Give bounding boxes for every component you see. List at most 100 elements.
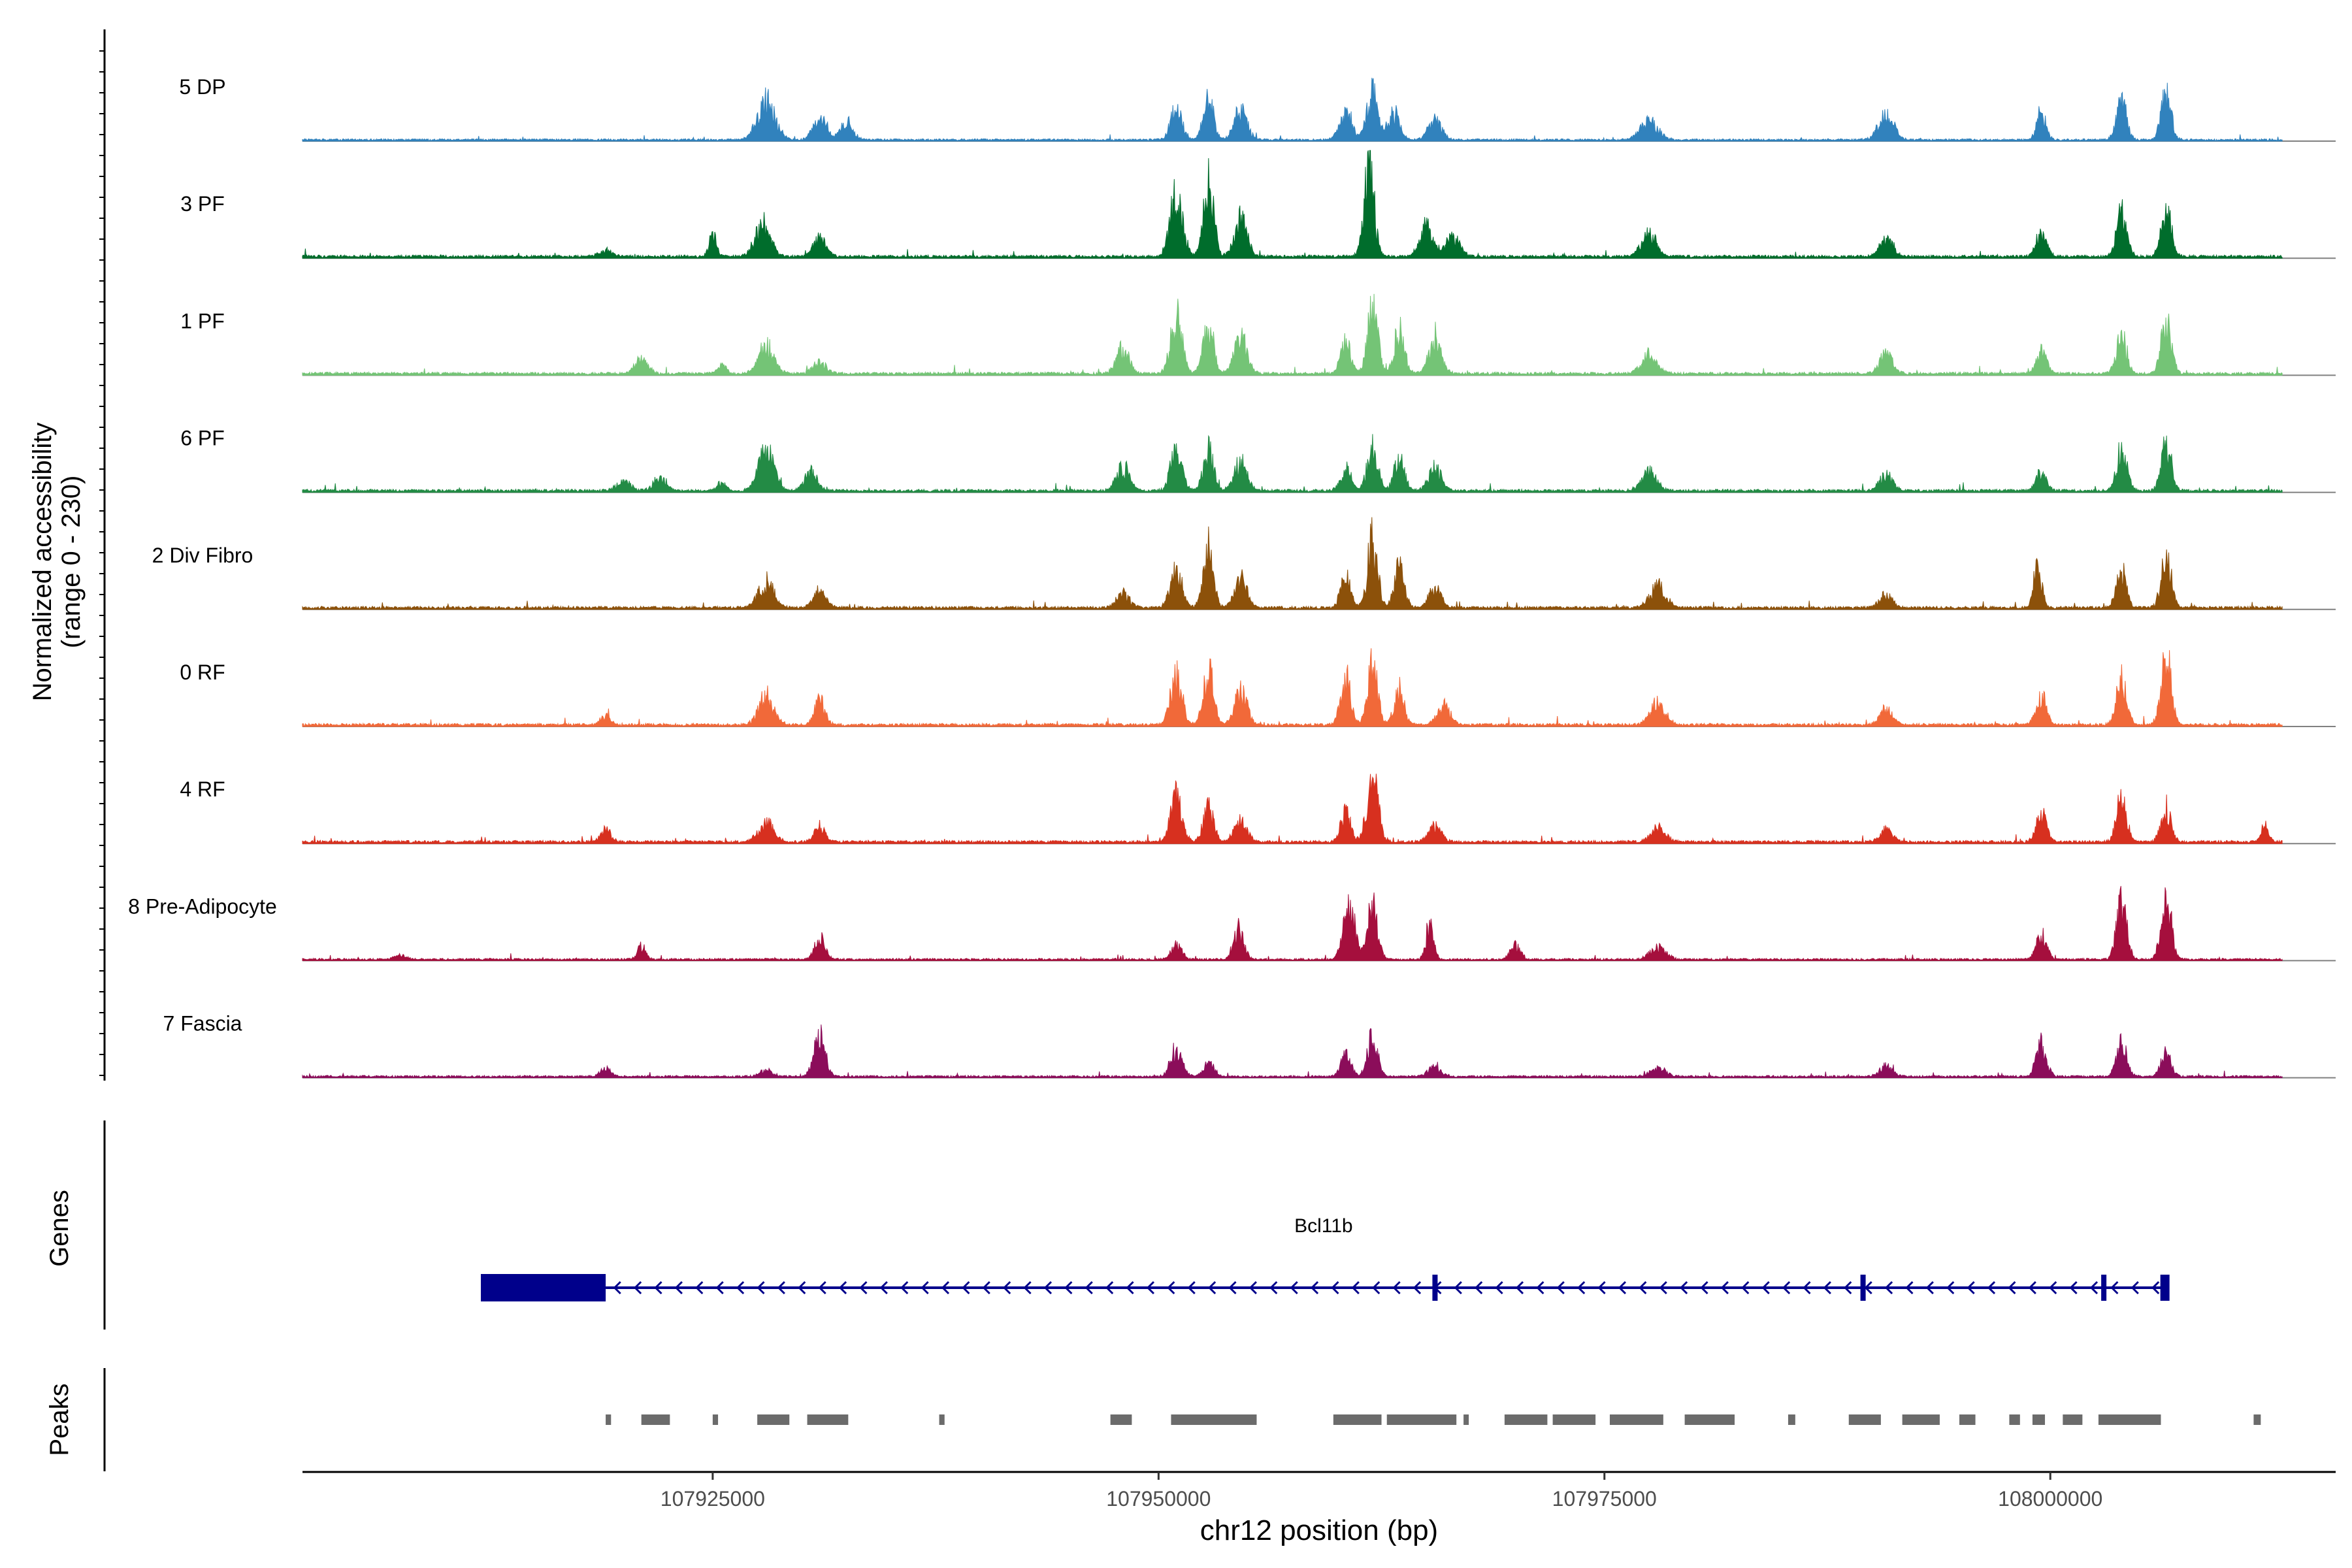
strand-arrow — [1741, 1281, 1750, 1295]
gene-utr-exon — [480, 1274, 606, 1301]
peak-region — [2253, 1414, 2261, 1425]
peak-region — [1171, 1414, 1257, 1425]
strand-arrow — [1680, 1281, 1688, 1295]
track-label: 5 DP — [179, 75, 225, 99]
strand-arrow — [2028, 1281, 2036, 1295]
strand-arrow — [1146, 1281, 1154, 1295]
strand-arrow — [1167, 1281, 1175, 1295]
gene-exon — [1432, 1275, 1438, 1301]
strand-arrow — [1269, 1281, 1278, 1295]
strand-arrow — [1720, 1281, 1729, 1295]
x-axis-title: chr12 position (bp) — [1200, 1514, 1438, 1546]
strand-arrow — [1290, 1281, 1298, 1295]
peak-region — [1552, 1414, 1596, 1425]
gene-model — [480, 1274, 2170, 1301]
strand-arrow — [838, 1281, 847, 1295]
strand-arrow — [654, 1281, 662, 1295]
track-5-dp: 5 DP — [179, 75, 2336, 142]
gene-first-exon — [2160, 1275, 2170, 1301]
strand-arrow — [674, 1281, 683, 1295]
gene-name-label: Bcl11b — [1294, 1215, 1353, 1237]
peak-region — [2009, 1414, 2020, 1425]
coverage-area — [302, 293, 2283, 376]
strand-arrow — [2069, 1281, 2078, 1295]
track-3-pf: 3 PF — [180, 150, 2336, 259]
coverage-area — [302, 517, 2283, 610]
peak-region — [939, 1414, 945, 1425]
strand-arrow — [1003, 1281, 1011, 1295]
peak-region — [1504, 1414, 1548, 1425]
peak-region — [1684, 1414, 1735, 1425]
strand-arrow — [1946, 1281, 1955, 1295]
strand-arrow — [1064, 1281, 1073, 1295]
coverage-area — [302, 886, 2283, 962]
strand-arrow — [1475, 1281, 1483, 1295]
coverage-area — [302, 648, 2283, 727]
peak-region — [1848, 1414, 1881, 1425]
x-axis: 107925000 107950000 107975000 108000000 chr… — [302, 1471, 2336, 1546]
strand-arrow — [1618, 1281, 1627, 1295]
peak-region — [1333, 1414, 1382, 1425]
peak-region — [2032, 1414, 2046, 1425]
strand-arrow — [818, 1281, 826, 1295]
peak-region — [1788, 1414, 1795, 1425]
peak-region — [2098, 1414, 2161, 1425]
peaks-track: Peaks — [45, 1368, 2261, 1471]
strand-arrow — [921, 1281, 929, 1295]
strand-arrow — [1597, 1281, 1606, 1295]
strand-arrow — [1659, 1281, 1667, 1295]
peak-region — [1959, 1414, 1976, 1425]
peak-region — [606, 1414, 612, 1425]
strand-arrow — [1905, 1281, 1914, 1295]
strand-arrow — [1823, 1281, 1831, 1295]
peak-regions — [606, 1414, 2261, 1425]
strand-arrow — [2151, 1281, 2160, 1295]
strand-arrow — [2049, 1281, 2057, 1295]
strand-arrow — [1700, 1281, 1708, 1295]
strand-arrow — [633, 1281, 642, 1295]
strand-arrow — [1761, 1281, 1770, 1295]
strand-arrow — [1372, 1281, 1380, 1295]
track-label: 3 PF — [180, 192, 225, 216]
coverage-area — [302, 78, 2283, 142]
strand-arrow — [757, 1281, 765, 1295]
strand-arrow — [2131, 1281, 2139, 1295]
strand-arrow — [798, 1281, 806, 1295]
strand-arrow — [1126, 1281, 1134, 1295]
peak-region — [1902, 1414, 1940, 1425]
genes-track: Genes Bcl11b — [45, 1120, 2170, 1330]
track-4-rf: 4 RF — [180, 774, 2336, 845]
peak-region — [712, 1414, 719, 1425]
coverage-tracks: 5 DP 3 PF 1 PF 6 PF 2 Div Fibro 0 RF 4 RF 8 Pre… — [128, 75, 2336, 1079]
gene-exon — [1860, 1275, 1866, 1301]
track-label: 7 Fascia — [163, 1012, 242, 1036]
track-label: 1 PF — [180, 309, 225, 333]
strand-arrow — [1515, 1281, 1524, 1295]
strand-arrow — [1228, 1281, 1237, 1295]
y-axis-title-line1: Normalized accessibility — [28, 423, 57, 702]
x-tick-label: 107950000 — [1106, 1487, 1211, 1511]
strand-arrow — [1105, 1281, 1114, 1295]
strand-arrow — [1249, 1281, 1257, 1295]
peak-region — [1386, 1414, 1457, 1425]
track-label: 4 RF — [180, 777, 225, 801]
strand-arrow — [1310, 1281, 1319, 1295]
strand-arrow — [1536, 1281, 1544, 1295]
strand-arrow — [2110, 1281, 2119, 1295]
gene-exon — [2101, 1275, 2107, 1301]
coverage-area — [302, 434, 2283, 493]
track-6-pf: 6 PF — [180, 427, 2336, 493]
coverage-area — [302, 774, 2283, 844]
strand-arrow — [1023, 1281, 1032, 1295]
genes-axis-label: Genes — [45, 1190, 74, 1267]
track-1-pf: 1 PF — [180, 293, 2336, 376]
strand-arrow — [1639, 1281, 1647, 1295]
strand-arrow — [695, 1281, 704, 1295]
x-tick-label: 108000000 — [1998, 1487, 2102, 1511]
coverage-area — [302, 1024, 2283, 1079]
strand-arrow — [1454, 1281, 1462, 1295]
accessibility-axis — [99, 29, 106, 1081]
peak-region — [807, 1414, 849, 1425]
peak-region — [641, 1414, 670, 1425]
y-axis-title-line2: (range 0 - 230) — [57, 476, 86, 649]
